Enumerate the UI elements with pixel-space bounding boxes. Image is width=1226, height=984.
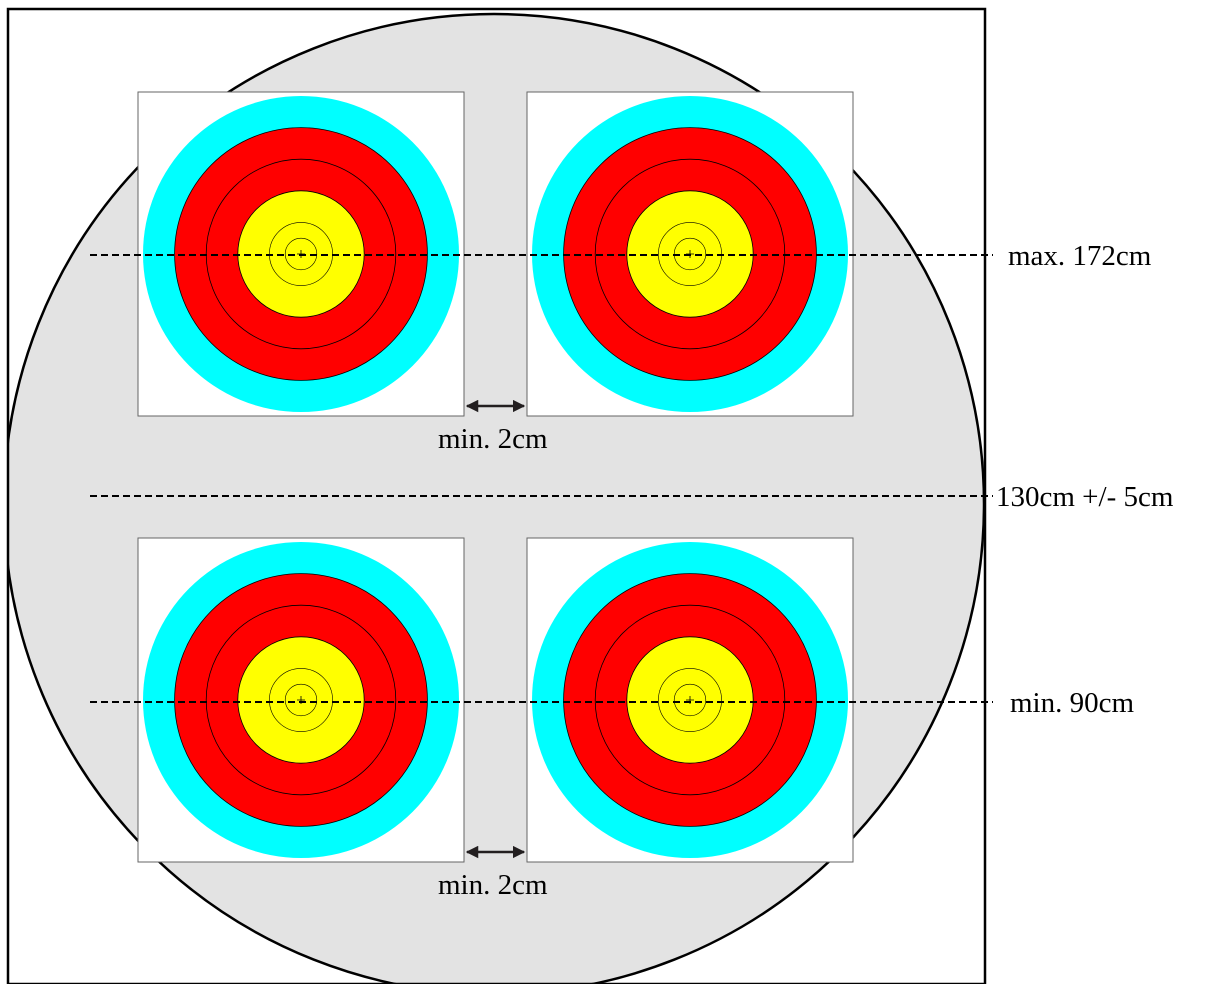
gap-bottom-label: min. 2cm <box>438 869 548 901</box>
ring-5 <box>658 668 722 732</box>
gap-top-label: min. 2cm <box>438 423 548 455</box>
target-face-bottom-left <box>137 537 465 863</box>
ring-5 <box>269 668 333 732</box>
ring-3 <box>205 604 397 796</box>
ring-3 <box>594 604 786 796</box>
ring-6 <box>673 683 707 717</box>
bottom-line-label: min. 90cm <box>1010 687 1134 719</box>
target-face-bottom-right <box>526 537 854 863</box>
ring-6 <box>284 683 318 717</box>
top-line-label: max. 172cm <box>1008 240 1152 272</box>
middle-line-label: 130cm +/- 5cm <box>996 481 1174 513</box>
